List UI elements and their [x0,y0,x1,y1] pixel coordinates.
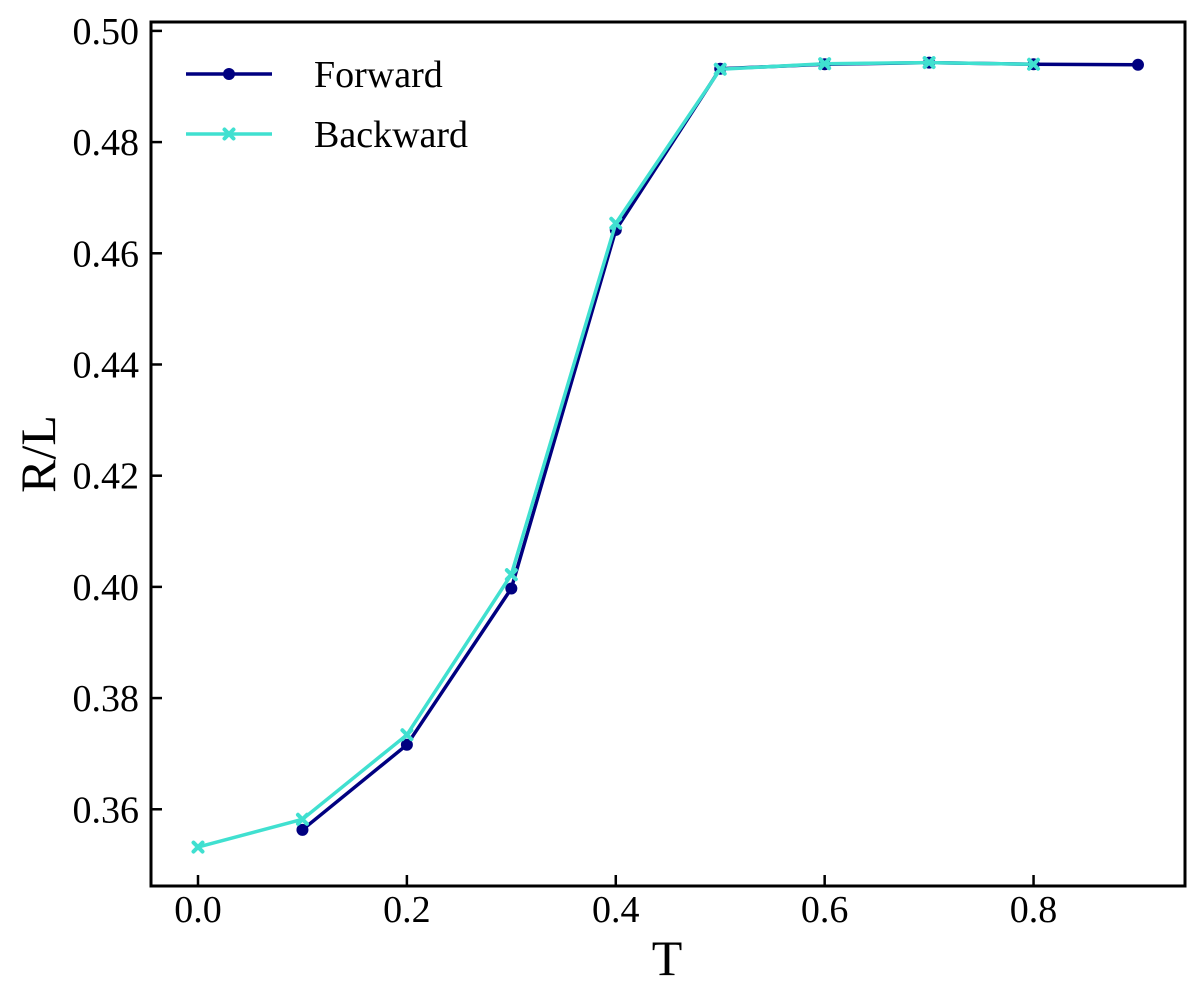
data-point [922,56,936,70]
series-forward [296,56,1144,836]
legend: Forward Backward [186,54,468,156]
data-point [400,738,413,751]
data-point [222,127,236,141]
x-axis-label: T [652,930,683,986]
data-point [1027,57,1041,71]
series-line [301,60,1139,832]
data-point [295,812,309,826]
x-tick-label: 0.8 [1010,889,1058,931]
data-point [504,568,518,582]
y-axis-label: R/L [10,415,66,493]
x-tick-label: 0.6 [801,889,849,931]
y-tick-label: 0.42 [73,456,140,498]
x-tick-label: 0.0 [174,889,222,931]
data-point [818,57,832,71]
x-tick-label: 0.2 [383,889,431,931]
series-line [197,60,1034,849]
legend-entry: Forward [186,54,443,96]
data-point [609,216,623,230]
data-point [191,840,205,854]
axis-ticks: 0.0 0.2 0.4 0.6 0.8 0.36 0.38 0.40 0.42 0.44 0.46 0… [73,11,1058,931]
y-tick-label: 0.44 [73,344,140,386]
y-tick-label: 0.40 [73,567,140,609]
data-point [400,728,414,742]
series-backward [191,56,1041,854]
legend-label: Forward [314,54,443,96]
y-tick-label: 0.38 [73,678,140,720]
data-point [223,68,235,80]
data-point [296,823,309,836]
y-tick-label: 0.36 [73,789,140,831]
legend-entry: Backward [186,114,468,156]
plot-frame [149,20,1187,888]
data-point [713,62,727,76]
y-tick-label: 0.50 [73,11,140,53]
data-point [505,582,518,595]
data-point [1132,58,1144,71]
x-tick-label: 0.4 [592,889,640,931]
y-tick-label: 0.46 [73,233,140,275]
legend-label: Backward [314,114,468,156]
y-tick-label: 0.48 [73,122,140,164]
series-layer [191,56,1144,854]
